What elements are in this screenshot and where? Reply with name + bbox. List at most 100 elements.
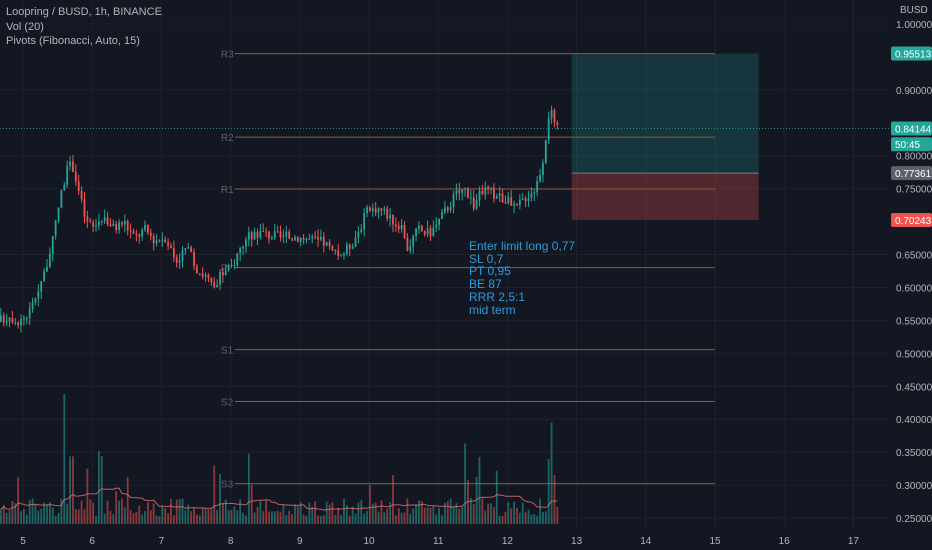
candle-body [441,211,443,219]
volume-bar [380,500,383,524]
candle-body [406,237,409,251]
candle-body [109,224,112,227]
volume-bar [23,508,25,524]
candle-body [510,197,513,206]
volume-bar [438,508,441,524]
candle-body [74,171,77,182]
volume-bar [412,508,415,524]
volume-bar [351,506,354,524]
candle-body [207,274,210,278]
candle-body [69,161,71,167]
candle-body [242,246,244,249]
volume-bar [123,507,126,524]
volume-bar [432,505,435,524]
volume-bar [360,500,363,524]
volume-bar [63,394,66,524]
volume-bar [464,443,466,524]
candle-body [331,245,334,251]
candle-body [5,321,8,323]
candle-body [377,208,380,213]
volume-bar [276,510,279,524]
volume-bar [504,511,507,524]
volume-bar [513,501,515,524]
volume-bar [288,510,291,524]
candle-body [273,231,276,238]
candle-body [181,250,184,261]
candle-body [187,247,190,249]
volume-bar [43,502,46,524]
candle-body [247,232,250,240]
candle-body [314,236,317,238]
note-line: mid term [469,302,516,317]
candle-body [97,221,100,226]
candle-body [446,207,449,211]
candle-body [516,203,518,205]
candle-body [129,230,132,232]
candle-body [455,190,458,195]
volume-bar [542,511,544,524]
y-tick-label: 0.45000 [896,382,932,393]
candle-body [461,189,464,193]
candle-body [369,207,371,212]
candle-body [23,318,25,320]
candle-body [397,226,400,230]
candle-body [288,231,291,239]
x-tick-label: 7 [159,536,165,547]
volume-indicator-label[interactable]: Vol (20) [6,20,44,33]
volume-bar [256,506,259,524]
volume-bar [279,511,282,524]
price-label-text: 0.95513 [895,50,932,61]
candle-body [40,281,43,292]
volume-bar [296,506,299,524]
pivots-indicator-label[interactable]: Pivots (Fibonacci, Auto, 15) [6,35,140,47]
volume-bar [196,514,198,524]
price-label-badge [891,137,932,152]
candle-body [380,208,383,211]
candle-body [115,223,118,231]
candle-body [95,225,97,227]
candle-body [34,298,37,303]
trade-note[interactable]: Enter limit long 0,77 SL 0,7 PT 0,95 BE … [469,240,575,316]
candle-body [320,236,322,240]
candle-body [533,192,536,194]
candle-body [31,302,34,309]
loss-zone [571,173,759,220]
candle-body [77,181,80,192]
candle-body [345,244,348,254]
volume-bar [516,507,518,524]
candle-body [305,239,308,241]
candle-body [66,166,69,185]
candle-body [504,202,507,204]
candle-body [317,236,319,240]
candle-body [204,274,207,277]
candle-body [245,239,247,247]
volume-bar [265,499,268,524]
candle-body [495,196,498,199]
candle-body [152,235,155,244]
volume-bar [409,513,412,524]
volume-bar [377,511,380,524]
volume-bar [317,515,319,524]
price-label-badge [891,46,932,61]
volume-bar [233,506,236,524]
volume-bar [291,514,293,524]
volume-bar [311,506,314,524]
volume-bar [418,500,420,524]
volume-bar [161,505,164,524]
candle-body [193,251,195,267]
candle-body [132,231,135,234]
volume-bar [446,501,449,524]
volume-bar [366,510,368,524]
chart-legend: Loopring / BUSD, 1h, BINANCE Vol (20) Pi… [6,5,162,49]
volume-bar [429,507,432,524]
volume-bar [97,451,100,524]
volume-bar [175,499,178,524]
volume-bar [28,500,31,524]
candle-body [371,208,374,212]
symbol-title[interactable]: Loopring / BUSD, 1h, BINANCE [6,6,162,18]
volume-bar [147,502,149,524]
volume-bar [507,502,510,524]
candle-body [337,250,340,256]
volume-bar [259,501,262,524]
